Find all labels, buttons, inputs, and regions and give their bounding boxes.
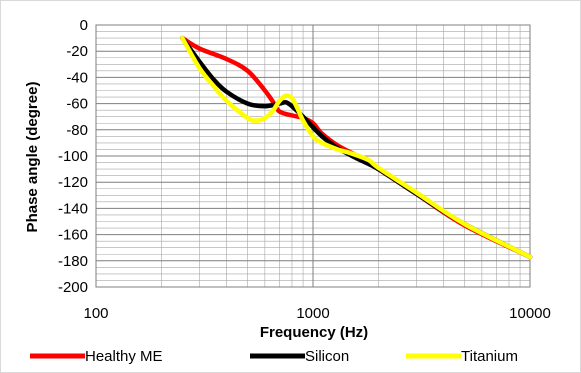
- x-tick-label: 1000: [296, 305, 329, 322]
- plot-area-border: [95, 24, 531, 288]
- series-lines: [180, 35, 533, 260]
- x-axis-title: Frequency (Hz): [260, 324, 368, 341]
- legend-label-healthy-me: Healthy ME: [85, 348, 163, 365]
- y-tick-label: -180: [58, 253, 88, 270]
- y-tick-label: 0: [80, 17, 88, 34]
- y-tick-label: -140: [58, 200, 88, 217]
- tick-labels: 0 -20 -40 -60 -80 -100 -120 -140 -160 -180 -200 100…: [58, 17, 551, 322]
- legend: Healthy ME Silicon Titanium: [30, 348, 518, 365]
- legend-label-titanium: Titanium: [461, 348, 518, 365]
- y-tick-label: -160: [58, 227, 88, 244]
- x-tick-label: 10000: [509, 305, 551, 322]
- x-tick-label: 100: [83, 305, 108, 322]
- y-axis-title: Phase angle (degree): [24, 82, 41, 233]
- y-tick-label: -60: [66, 96, 88, 113]
- y-tick-label: -80: [66, 122, 88, 139]
- y-tick-label: -100: [58, 148, 88, 165]
- y-tick-label: -40: [66, 69, 88, 86]
- y-tick-label: -120: [58, 174, 88, 191]
- series-line-titanium: [180, 35, 533, 260]
- y-tick-label: -20: [66, 43, 88, 60]
- grid-lines: [95, 24, 531, 288]
- y-tick-label: -200: [58, 279, 88, 296]
- legend-label-silicon: Silicon: [305, 348, 349, 365]
